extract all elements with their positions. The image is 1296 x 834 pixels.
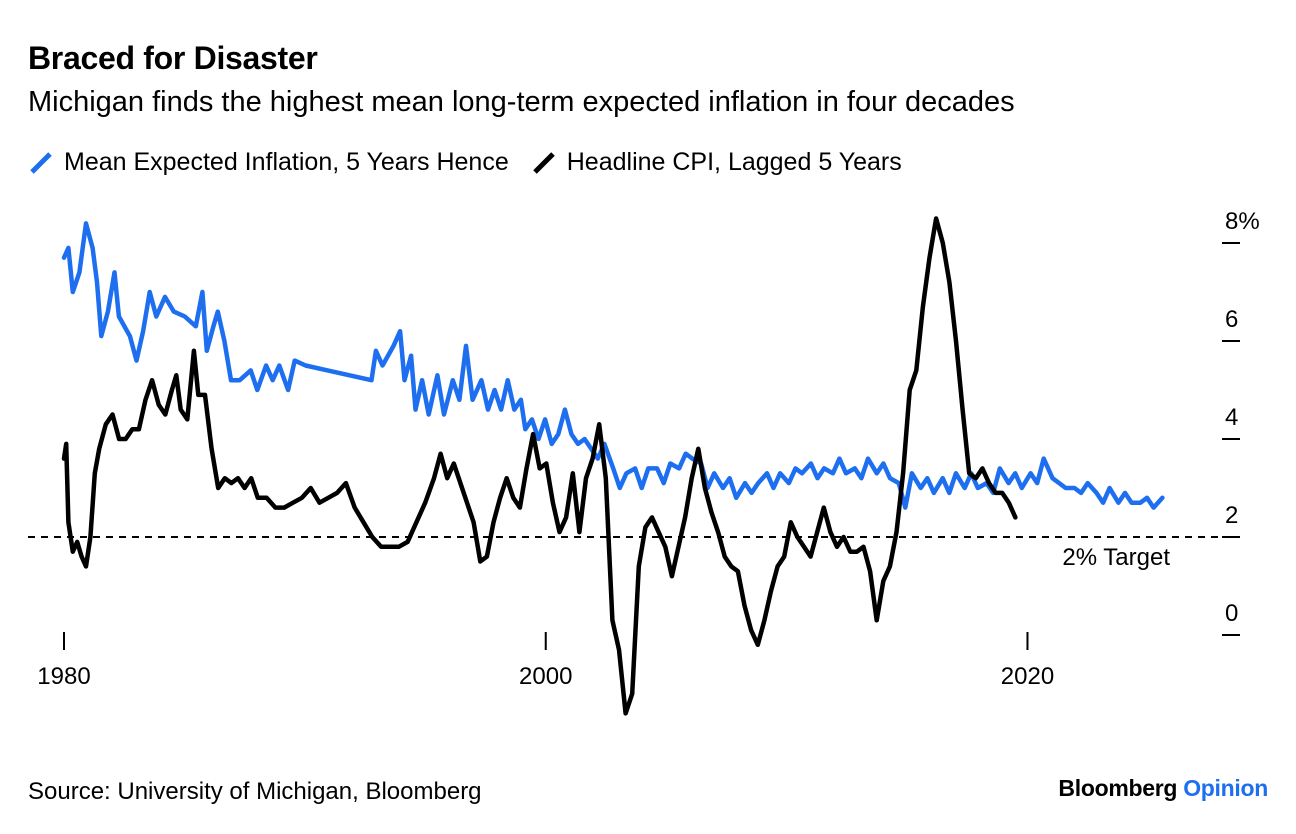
series-line-expected-inflation xyxy=(61,221,1165,510)
y-tick-label: 0 xyxy=(1225,600,1238,627)
brand-logo: Bloomberg Opinion xyxy=(1058,775,1268,802)
series-line-headline-cpi xyxy=(61,216,1018,716)
chart-subtitle: Michigan finds the highest mean long-ter… xyxy=(28,86,1015,118)
x-tick-label: 1980 xyxy=(37,663,90,690)
y-tick-label: 8% xyxy=(1225,208,1260,235)
source-note: Source: University of Michigan, Bloomber… xyxy=(28,778,482,805)
legend-item-cpi: Headline CPI, Lagged 5 Years xyxy=(531,148,902,177)
x-tick-label: 2020 xyxy=(1001,663,1054,690)
brand-main: Bloomberg xyxy=(1058,775,1178,801)
brand-accent: Opinion xyxy=(1183,775,1268,801)
target-label: 2% Target xyxy=(1062,544,1170,571)
legend-label-cpi: Headline CPI, Lagged 5 Years xyxy=(566,148,902,176)
axis-layer: 0 2 4 6 8% 1980 2000 2020 xyxy=(37,208,1259,690)
reference-line-layer: 2% Target xyxy=(28,536,1240,571)
legend-item-expected: Mean Expected Inflation, 5 Years Hence xyxy=(28,148,509,177)
legend-label-expected: Mean Expected Inflation, 5 Years Hence xyxy=(64,148,509,176)
legend-swatch-cpi xyxy=(532,151,555,174)
x-tick-label: 2000 xyxy=(519,663,572,690)
y-tick-label: 4 xyxy=(1225,404,1238,431)
chart-title: Braced for Disaster xyxy=(28,40,318,76)
legend: Mean Expected Inflation, 5 Years Hence H… xyxy=(28,148,924,177)
y-tick-label: 6 xyxy=(1225,306,1238,333)
series-layer xyxy=(61,216,1165,716)
y-tick-label: 2 xyxy=(1225,502,1238,529)
legend-swatch-expected xyxy=(30,151,52,174)
